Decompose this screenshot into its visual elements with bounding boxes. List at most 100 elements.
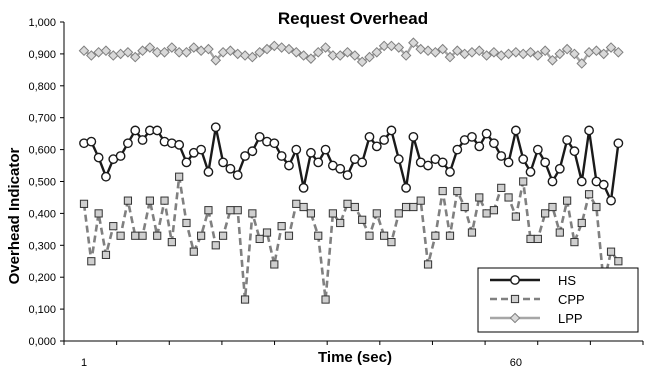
data-point-lpp	[203, 43, 214, 55]
data-point-hs	[276, 151, 287, 161]
data-point-cpp	[541, 209, 550, 218]
legend-marker-lpp	[509, 312, 521, 324]
data-point-cpp	[519, 177, 528, 186]
data-point-cpp	[372, 209, 381, 218]
data-point-cpp	[548, 202, 557, 212]
data-point-hs	[452, 144, 463, 155]
data-point-lpp	[188, 42, 200, 53]
data-point-cpp	[94, 209, 103, 218]
y-tick-label: 0,400	[28, 208, 56, 220]
data-point-lpp	[430, 46, 441, 58]
data-point-cpp	[563, 196, 572, 205]
data-point-cpp	[277, 222, 286, 231]
data-point-lpp	[144, 42, 156, 53]
y-tick-label: 0,100	[28, 304, 56, 316]
data-point-hs	[474, 141, 485, 152]
data-point-cpp	[467, 228, 477, 237]
data-point-lpp	[444, 51, 456, 63]
data-point-lpp	[342, 46, 353, 58]
data-point-cpp	[489, 206, 499, 215]
data-point-lpp	[100, 45, 112, 57]
data-point-lpp	[305, 53, 317, 64]
data-point-hs	[562, 135, 573, 145]
data-point-cpp	[336, 218, 345, 228]
data-point-hs	[386, 125, 397, 136]
data-point-hs	[196, 144, 207, 155]
data-point-lpp	[254, 46, 265, 58]
data-point-lpp	[115, 48, 126, 60]
data-point-hs	[584, 125, 594, 136]
data-point-lpp	[290, 46, 302, 58]
data-point-lpp	[298, 50, 309, 61]
data-point-lpp	[283, 43, 295, 55]
data-point-cpp	[262, 228, 272, 237]
data-point-cpp	[416, 196, 425, 205]
legend-marker-hs	[510, 275, 520, 285]
data-point-hs	[320, 144, 331, 155]
data-point-lpp	[137, 45, 148, 57]
data-point-hs	[210, 122, 221, 133]
data-point-cpp	[240, 295, 250, 304]
data-point-hs	[174, 139, 185, 150]
data-point-cpp	[482, 209, 491, 218]
data-point-lpp	[400, 50, 412, 61]
data-point-cpp	[131, 231, 140, 240]
data-point-lpp	[269, 40, 280, 52]
data-point-cpp	[153, 231, 162, 240]
data-point-lpp	[173, 46, 185, 58]
data-point-cpp	[358, 215, 367, 224]
data-point-hs	[269, 138, 280, 149]
data-point-hs	[613, 138, 624, 149]
data-point-hs	[93, 152, 104, 163]
data-point-lpp	[159, 46, 170, 58]
data-point-lpp	[210, 54, 222, 66]
data-point-lpp	[452, 45, 463, 57]
data-point-cpp	[167, 238, 176, 247]
data-point-lpp	[481, 50, 492, 61]
data-point-hs	[123, 138, 133, 149]
data-point-lpp	[576, 58, 588, 69]
x-axis-title: Time (sec)	[318, 349, 392, 366]
data-point-cpp	[350, 202, 359, 212]
data-point-hs	[569, 146, 580, 157]
data-point-hs	[181, 157, 192, 168]
data-point-hs	[518, 154, 529, 165]
data-point-cpp	[460, 202, 469, 212]
data-point-hs	[130, 125, 141, 136]
data-point-cpp	[299, 202, 308, 212]
data-point-hs	[371, 141, 382, 152]
data-point-lpp	[239, 50, 251, 61]
data-point-lpp	[276, 42, 287, 53]
x-tick-label: 60	[510, 357, 522, 367]
data-point-hs	[606, 195, 616, 206]
data-point-lpp	[510, 46, 522, 58]
data-point-cpp	[189, 247, 198, 256]
data-point-hs	[203, 167, 214, 177]
data-point-hs	[496, 151, 507, 161]
data-point-cpp	[101, 250, 111, 259]
data-point-lpp	[591, 45, 602, 57]
data-point-lpp	[613, 46, 624, 58]
data-point-hs	[408, 131, 419, 142]
data-point-lpp	[261, 43, 273, 55]
legend: HS CPP LPP	[477, 267, 639, 333]
data-point-hs	[247, 146, 258, 157]
data-point-cpp	[321, 295, 330, 304]
data-point-lpp	[532, 50, 544, 61]
data-point-lpp	[349, 50, 361, 61]
data-point-hs	[101, 171, 111, 182]
data-point-cpp	[592, 202, 601, 212]
data-point-hs	[284, 160, 294, 171]
data-point-hs	[437, 157, 448, 168]
data-point-hs	[357, 157, 368, 168]
data-point-lpp	[356, 56, 368, 68]
data-point-lpp	[181, 46, 192, 58]
data-point-cpp	[614, 257, 623, 266]
data-point-cpp	[438, 186, 447, 196]
data-point-cpp	[555, 228, 564, 237]
data-point-hs	[379, 135, 390, 145]
data-point-hs	[510, 125, 521, 136]
data-point-lpp	[561, 43, 573, 55]
data-point-cpp	[365, 231, 374, 240]
